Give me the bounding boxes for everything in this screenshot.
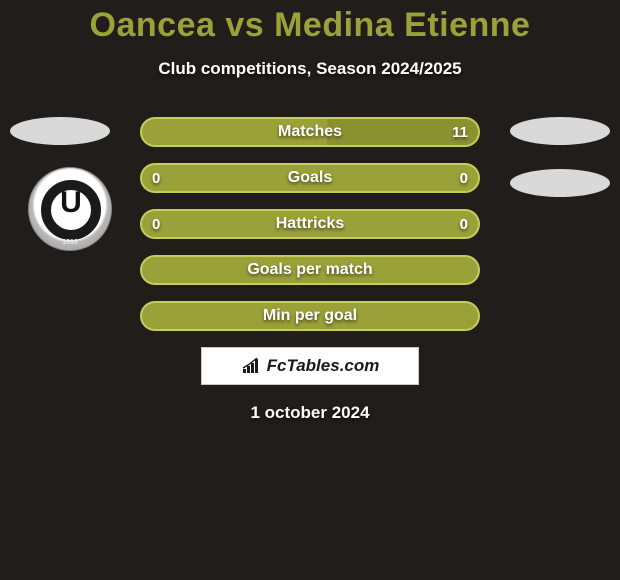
stat-label: Matches (142, 119, 478, 145)
club-badge-letter: U (51, 186, 91, 220)
brand-attribution: FcTables.com (201, 347, 419, 385)
stat-bar: 11Matches (140, 117, 480, 147)
stat-bar: 00Goals (140, 163, 480, 193)
stat-label: Goals per match (142, 257, 478, 283)
stat-bar: Min per goal (140, 301, 480, 331)
page-title: Oancea vs Medina Etienne (0, 0, 620, 45)
club-badge-right-placeholder (510, 169, 610, 197)
generated-date: 1 october 2024 (0, 403, 620, 423)
comparison-content: U 1919 11Matches 00Goals 00Hattricks Goals … (0, 117, 620, 423)
brand-text: FcTables.com (267, 356, 380, 376)
stat-bars: 11Matches 00Goals 00Hattricks Goals per mat… (140, 117, 480, 331)
stat-bar: Goals per match (140, 255, 480, 285)
player-photo-left-placeholder (10, 117, 110, 145)
bar-chart-icon (241, 357, 263, 375)
page-subtitle: Club competitions, Season 2024/2025 (0, 59, 620, 79)
stat-bar: 00Hattricks (140, 209, 480, 239)
club-badge-year: 1919 (29, 239, 111, 246)
stat-label: Min per goal (142, 303, 478, 329)
club-badge-left: U 1919 (28, 167, 112, 251)
stat-label: Goals (142, 165, 478, 191)
stat-label: Hattricks (142, 211, 478, 237)
player-photo-right-placeholder (510, 117, 610, 145)
